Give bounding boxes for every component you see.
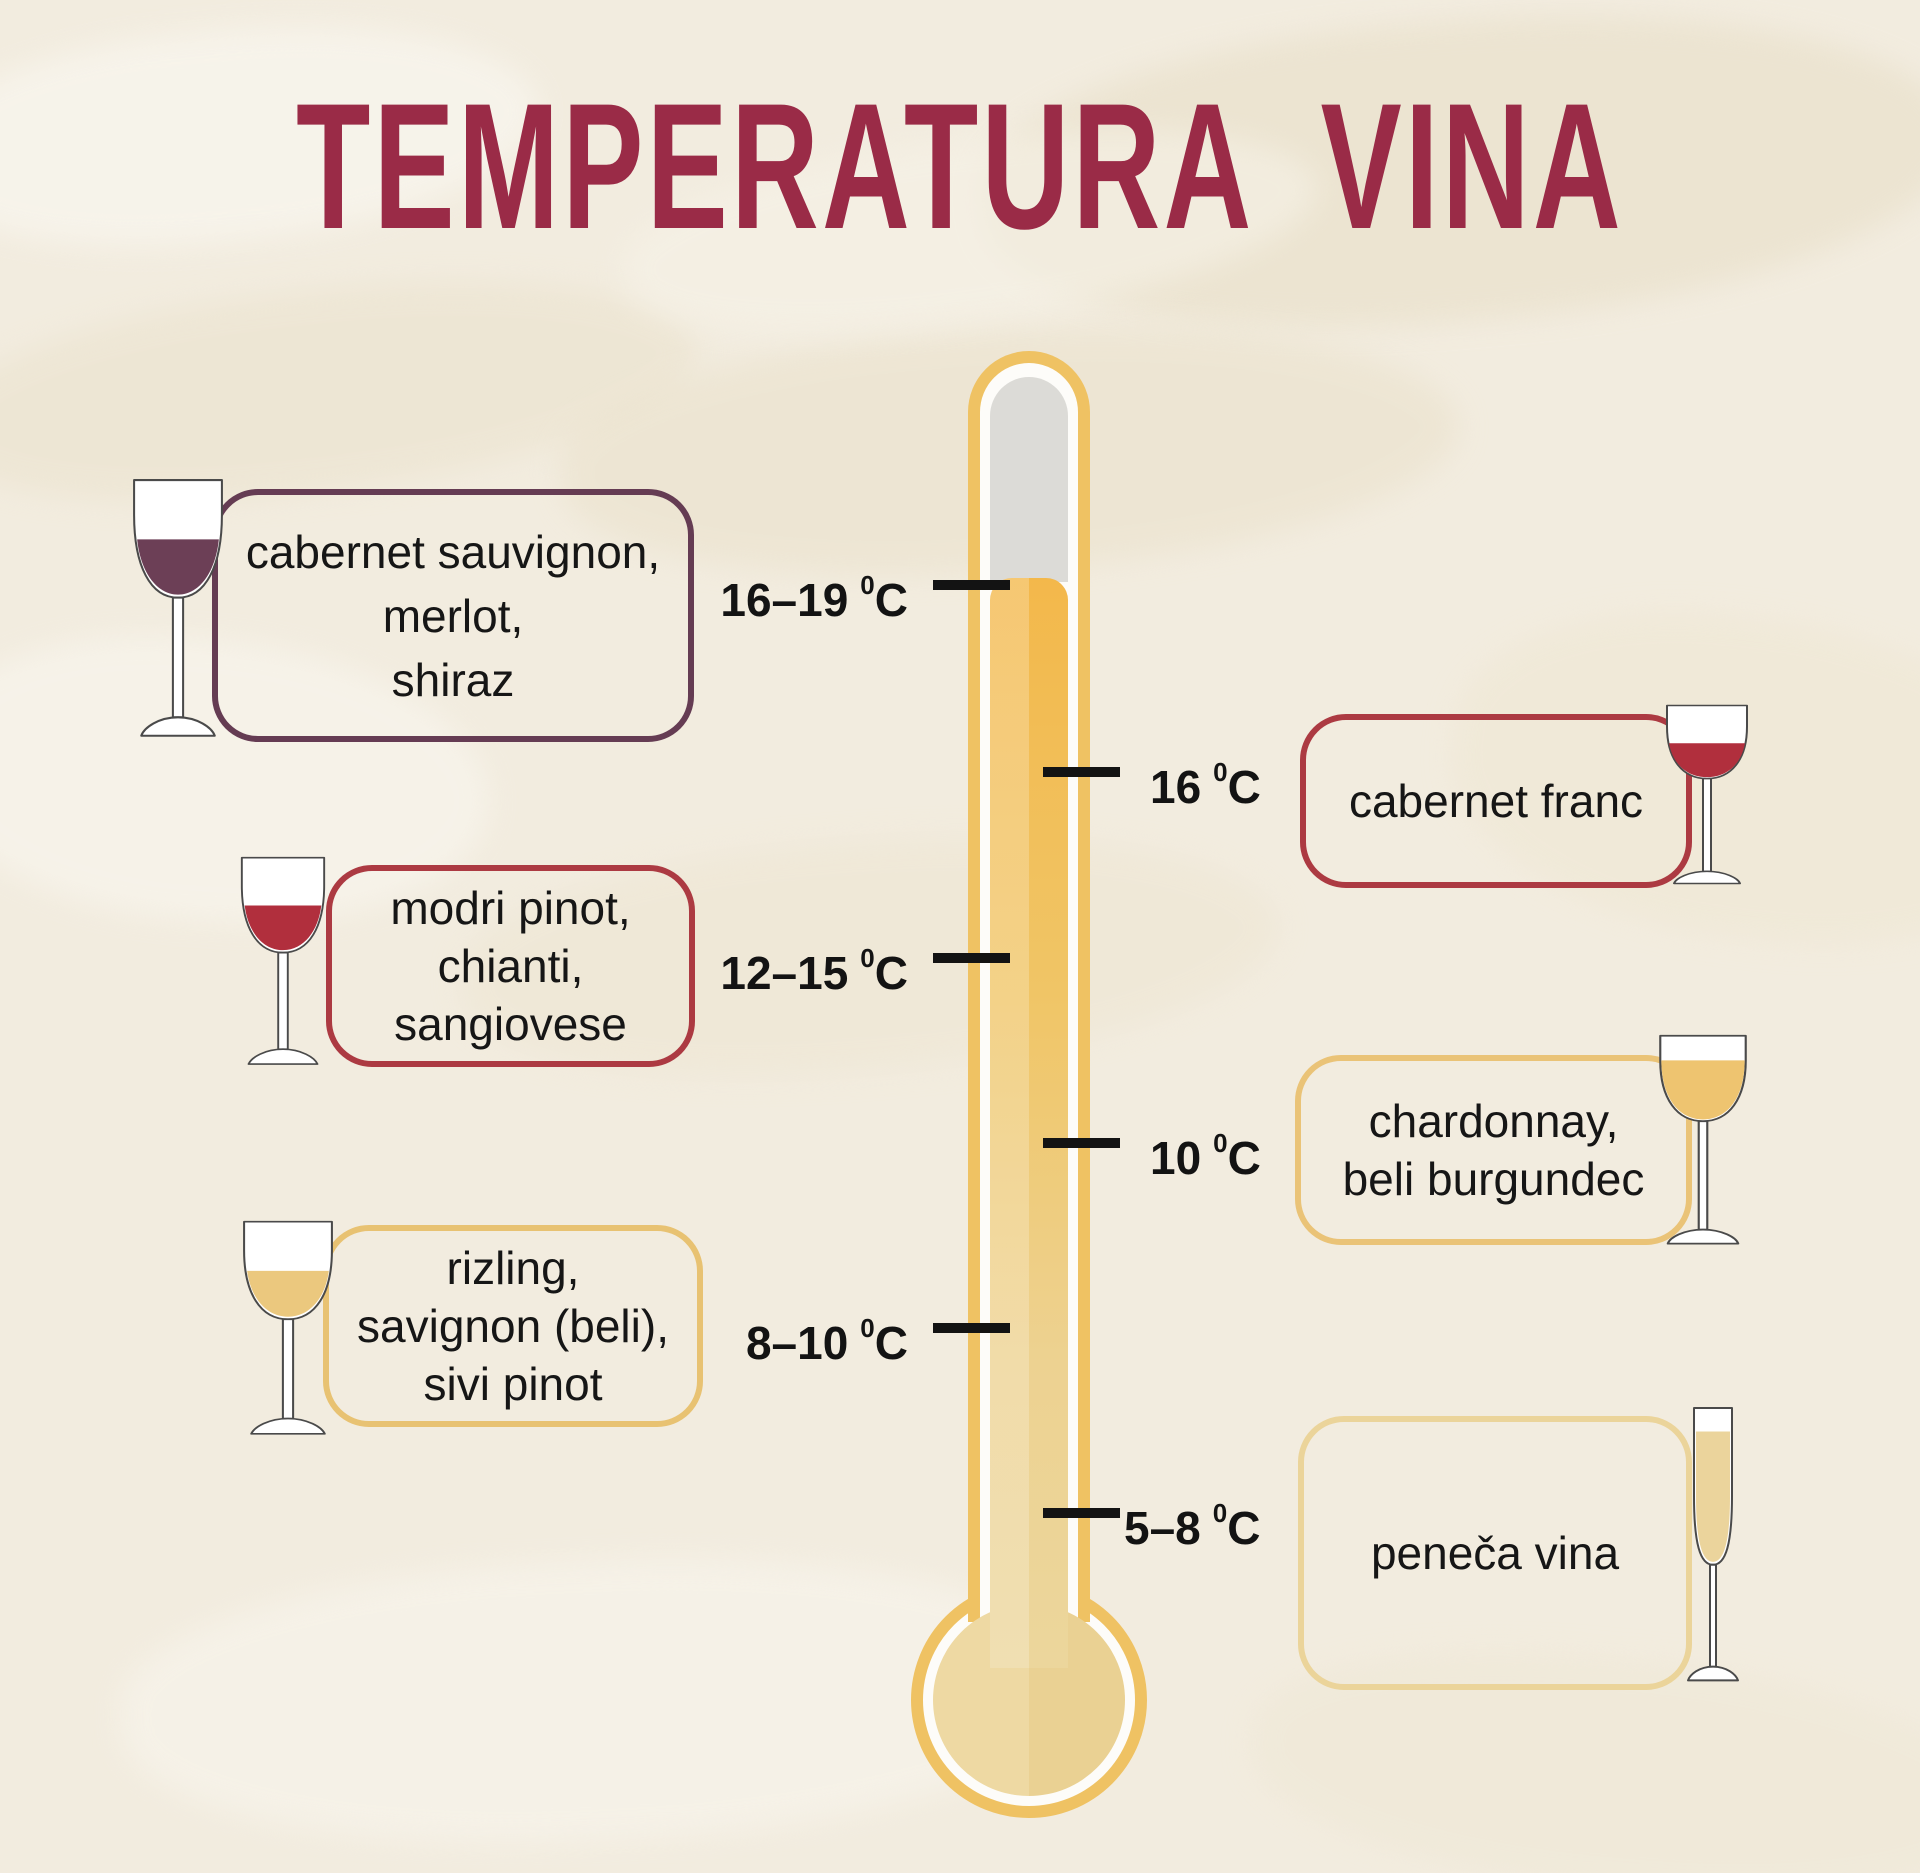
wine-line: savignon (beli), [357,1300,669,1352]
wine-box-rizling: rizling, savignon (beli), sivi pinot [323,1225,703,1427]
temp-range: 10 [1150,1132,1202,1184]
wine-line: rizling, [446,1242,580,1294]
page-title: TEMPERATURA VINA [296,66,1624,267]
tick-8-10 [933,1323,1010,1333]
tick-10 [1043,1138,1120,1148]
temp-label-5-8: 5–8 0C [1124,1485,1260,1554]
red-wine-glass-icon [1666,704,1748,885]
temp-range: 16–19 [720,574,849,626]
white-wine-glass-icon [1659,1034,1747,1245]
wine-line: chardonnay, [1368,1095,1619,1147]
wine-line: shiraz [391,653,515,706]
wine-box-peneca-vina: peneča vina [1298,1416,1692,1690]
red-wine-glass-icon [133,479,223,737]
temp-label-16-19: 16–19 0C [560,557,908,626]
tick-12-15 [933,953,1010,963]
wine-line: merlot, [382,589,524,642]
champagne-flute-icon [1687,1406,1739,1682]
degree-unit: 0C [1213,1128,1261,1184]
tick-16-19 [933,580,1010,590]
degree-unit: 0C [860,1313,908,1369]
temp-range: 8–10 [745,1317,849,1369]
wine-box-cabernet-franc: cabernet franc [1300,714,1692,888]
wine-box-chardonnay: chardonnay, beli burgundec [1295,1055,1692,1245]
tick-16 [1043,767,1120,777]
thermometer-mercury-column [990,578,1068,1668]
degree-unit: 0C [1213,757,1261,813]
temp-label-8-10: 8–10 0C [560,1300,908,1369]
wine-line: sivi pinot [423,1358,603,1410]
wine-line: cabernet franc [1348,775,1644,827]
temp-label-10: 10 0C [1150,1115,1261,1184]
wine-line: peneča vina [1370,1527,1620,1579]
degree-unit: 0C [1212,1498,1261,1554]
wine-line: beli burgundec [1342,1153,1645,1205]
temp-label-16: 16 0C [1150,744,1261,813]
degree-unit: 0C [860,943,908,999]
degree-unit: 0C [860,570,908,626]
temp-range: 5–8 [1124,1502,1201,1554]
tick-5-8 [1043,1508,1120,1518]
wine-box-cabernet-sauvignon: cabernet sauvignon, merlot, shiraz [212,489,694,742]
wine-line: modri pinot, [390,882,631,934]
temp-range: 16 [1150,761,1202,813]
temp-label-12-15: 12–15 0C [560,930,908,999]
wine-line: sangiovese [394,998,627,1050]
thermometer-empty-column [990,377,1068,582]
white-wine-glass-icon [243,1220,333,1435]
red-wine-glass-icon [240,856,326,1065]
temp-range: 12–15 [720,947,849,999]
